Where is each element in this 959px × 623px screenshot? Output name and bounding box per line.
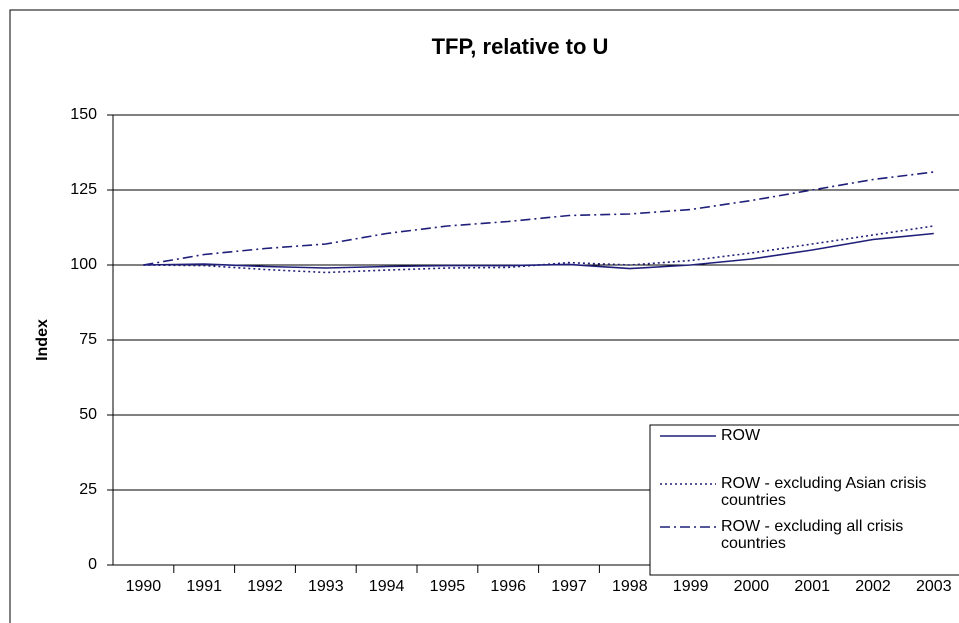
- chart-title: TFP, relative to U: [432, 34, 609, 59]
- x-tick-label: 1991: [186, 578, 222, 595]
- legend-label: ROW - excluding Asian crisis countries: [721, 475, 927, 509]
- legend-label: ROW - excluding all crisis countries: [721, 518, 904, 552]
- x-tick-label: 1997: [551, 578, 587, 595]
- x-tick-label: 1990: [126, 578, 162, 595]
- x-tick-label: 2001: [794, 578, 830, 595]
- x-tick-label: 1999: [673, 578, 709, 595]
- series-line: [143, 232, 934, 270]
- x-tick-label: 2000: [734, 578, 770, 595]
- legend-entry: ROW - excluding Asian crisis countries: [721, 475, 927, 509]
- y-tick-label: 75: [79, 331, 97, 348]
- legend-box: [649, 424, 959, 576]
- y-tick-label: 150: [70, 106, 97, 123]
- y-tick-label: 125: [70, 181, 97, 198]
- y-tick-label: 25: [79, 481, 97, 498]
- y-tick-label: 0: [88, 556, 97, 573]
- legend-entry: ROW: [721, 427, 761, 444]
- x-tick-label: 1995: [430, 578, 466, 595]
- y-tick-label: 50: [79, 406, 97, 423]
- x-tick-label: 2003: [916, 578, 952, 595]
- chart-frame: [9, 9, 959, 623]
- series-line: [143, 225, 934, 274]
- series-line: [143, 171, 934, 266]
- legend-label: ROW: [721, 427, 761, 444]
- x-tick-label: 1996: [490, 578, 526, 595]
- x-tick-label: 1994: [369, 578, 405, 595]
- legend-entry: ROW - excluding all crisis countries: [721, 518, 904, 552]
- y-axis-label: Index: [34, 319, 51, 361]
- x-tick-label: 1993: [308, 578, 344, 595]
- y-tick-label: 100: [70, 256, 97, 273]
- x-tick-label: 1992: [247, 578, 283, 595]
- x-tick-label: 1998: [612, 578, 648, 595]
- x-tick-label: 2002: [855, 578, 891, 595]
